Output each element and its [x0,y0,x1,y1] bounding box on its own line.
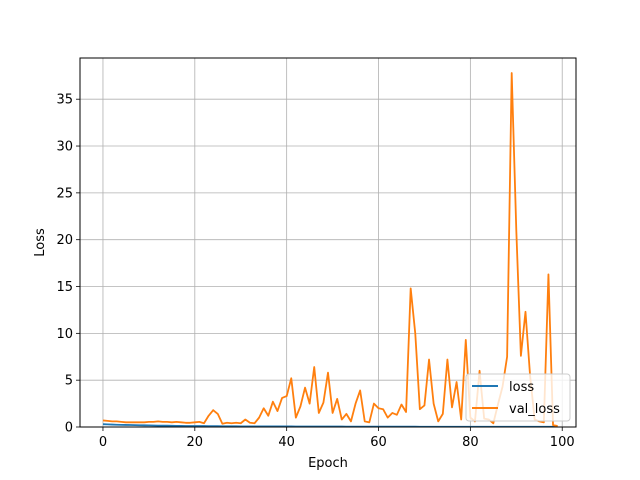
plot-frame [79,57,577,428]
y-tick-label: 20 [56,233,73,248]
y-tick-label: 0 [65,421,73,436]
x-tick-label: 80 [462,435,479,450]
y-tick-label: 35 [56,93,73,108]
legend: loss val_loss [465,373,571,422]
x-tick-label: 60 [370,435,387,450]
y-tick-label: 30 [56,140,73,155]
x-tick-label: 20 [187,435,204,450]
x-tick-label: 100 [550,435,575,450]
y-tick-label: 10 [56,327,73,342]
legend-label-loss: loss [509,380,534,395]
x-axis-ticks: 0 20 40 60 80 100 [99,427,575,450]
y-axis-label: Loss [33,228,48,257]
legend-label-val-loss: val_loss [509,402,560,417]
y-tick-label: 25 [56,186,73,201]
y-tick-label: 15 [56,280,73,295]
x-axis-label: Epoch [308,456,348,471]
grid [80,58,576,428]
y-tick-label: 5 [65,374,73,389]
x-tick-label: 40 [278,435,295,450]
x-tick-label: 0 [99,435,107,450]
y-axis-ticks: 0 5 10 15 20 25 30 35 [56,93,80,436]
